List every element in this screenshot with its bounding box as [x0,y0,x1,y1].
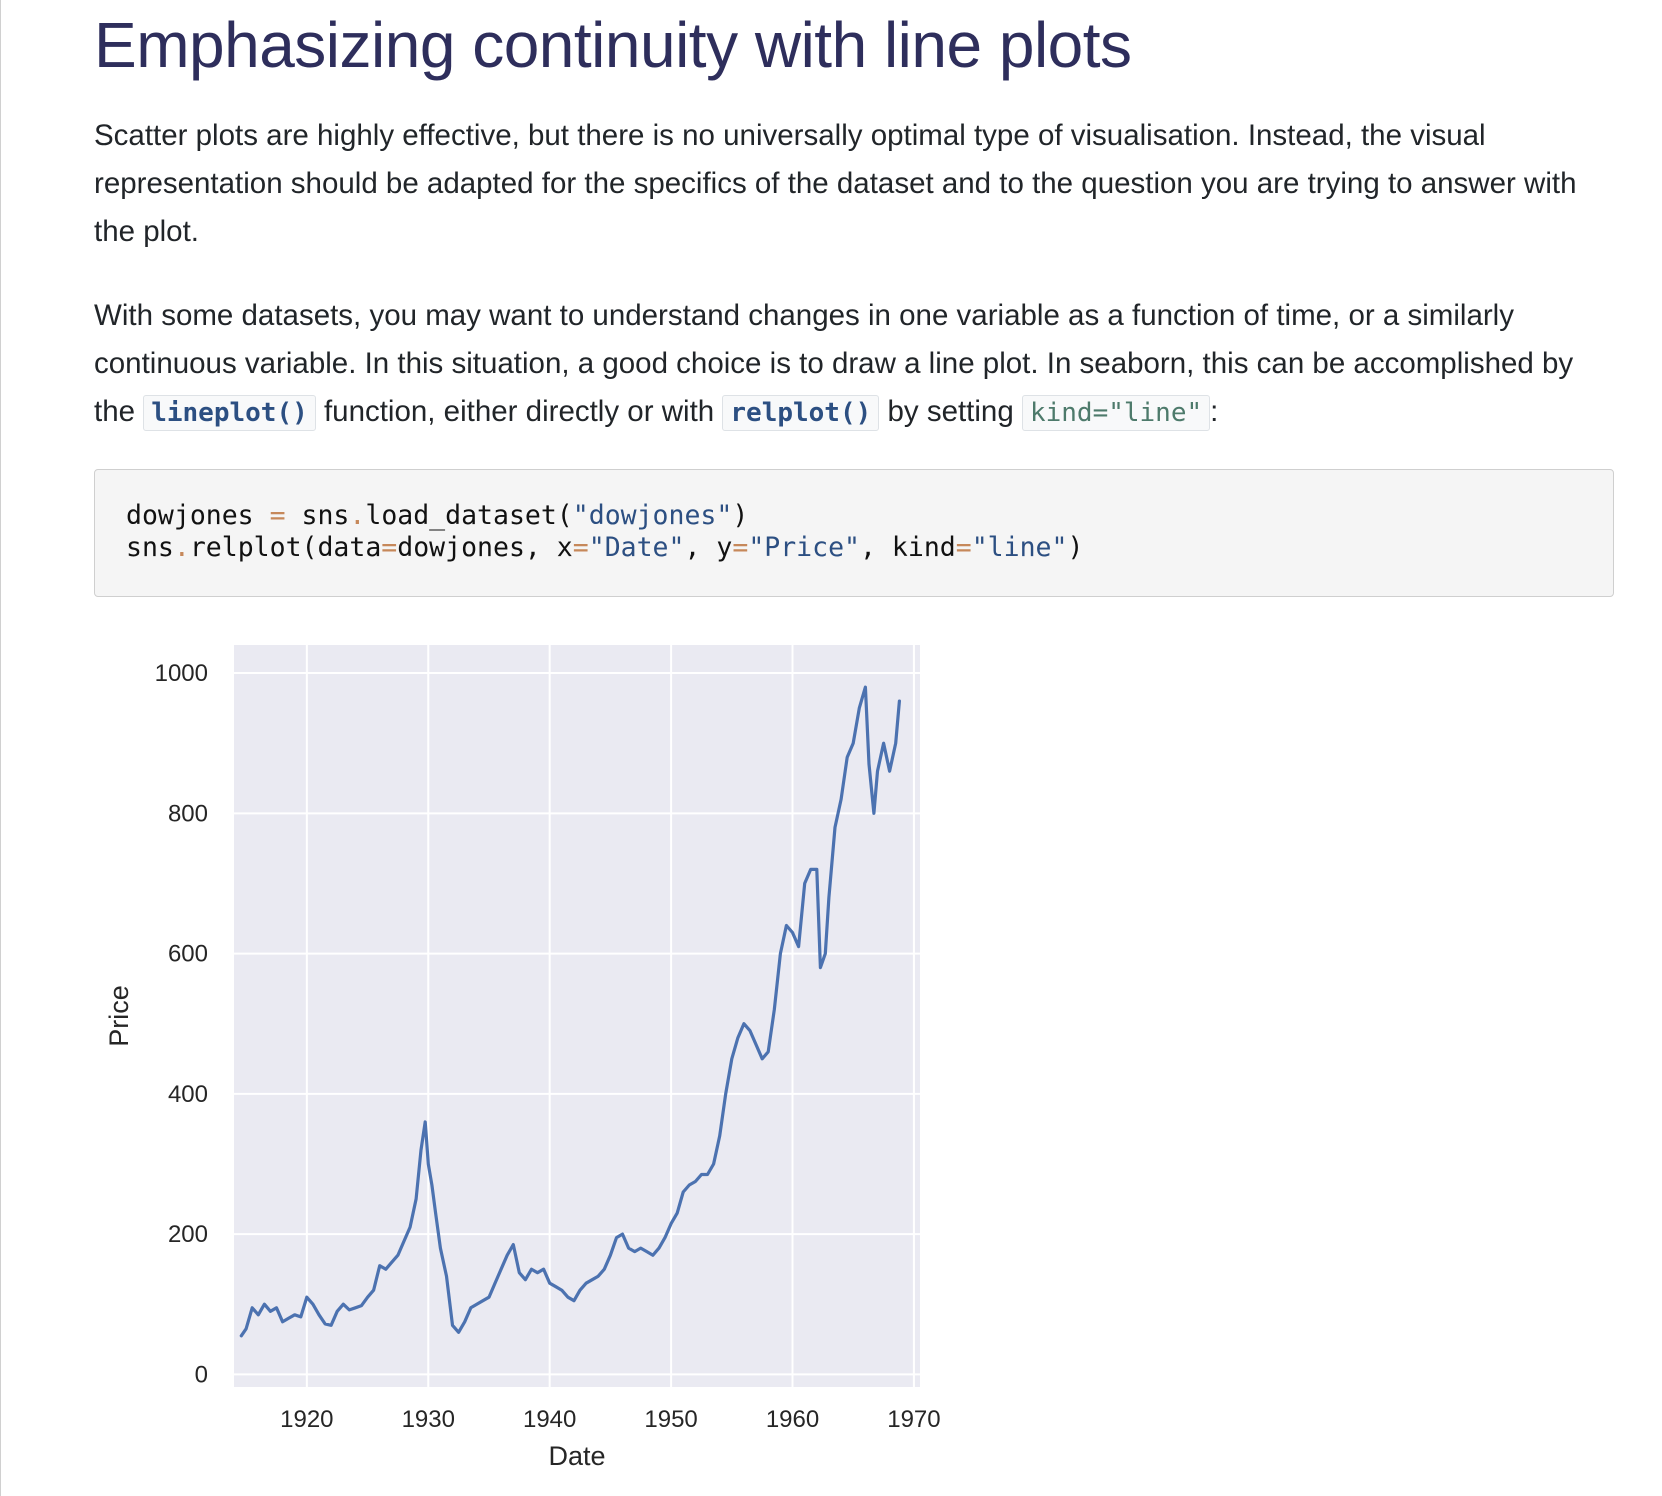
x-tick-label: 1950 [644,1406,697,1433]
x-tick-label: 1960 [766,1406,819,1433]
dowjones-line-chart: 1920 1930 1940 1950 1960 1970 0 200 400 600 800 100… [104,645,941,1471]
x-tick-label: 1930 [402,1406,455,1433]
code-text: dowjones = sns.load_dataset("dowjones") … [126,500,1084,563]
paragraph-scatter-plots: Scatter plots are highly effective, but … [94,119,1577,248]
paragraph-text: With some datasets, you may want to unde… [94,299,1574,428]
price-series-line [239,685,901,1338]
paragraph-line-plots: With some datasets, you may want to unde… [94,292,1620,437]
y-tick-label: 0 [195,1361,208,1388]
y-tick-label: 600 [168,941,208,968]
paragraph-text: function, either directly or with [315,395,723,428]
paragraph-text: : [1210,395,1219,428]
paragraph-text: by setting [879,395,1022,428]
code-block[interactable]: dowjones = sns.load_dataset("dowjones") … [94,469,1614,597]
x-tick-label: 1940 [523,1406,576,1433]
y-tick-label: 800 [168,800,208,827]
y-tick-label: 1000 [155,660,208,687]
plot-background [234,645,920,1387]
left-border [0,0,1,1496]
y-tick-label: 200 [168,1221,208,1248]
x-axis-label: Date [548,1441,605,1471]
x-tick-label: 1920 [280,1406,333,1433]
y-axis-label: Price [104,985,134,1047]
x-tick-label: 1970 [887,1406,940,1433]
relplot-code-link[interactable]: relplot() [722,395,880,431]
lineplot-code-link[interactable]: lineplot() [143,395,316,431]
y-tick-label: 400 [168,1081,208,1108]
page-title: Emphasizing continuity with line plots [94,9,1132,81]
kind-line-code: kind="line" [1021,395,1211,431]
